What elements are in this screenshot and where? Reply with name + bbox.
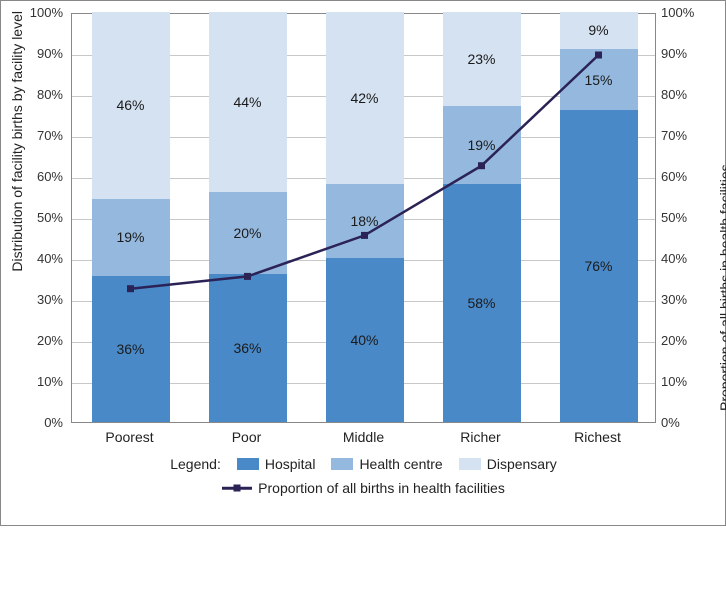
- bar-group: 40%18%42%: [326, 12, 404, 422]
- bar-segment: 19%: [443, 106, 521, 184]
- xtick-label: Richer: [442, 429, 520, 445]
- bar-segment: 58%: [443, 184, 521, 422]
- legend-item-dispensary: Dispensary: [459, 456, 557, 472]
- bar-segment: 46%: [92, 12, 170, 199]
- legend-item-health-centre: Health centre: [331, 456, 442, 472]
- bar-group: 36%19%46%: [92, 12, 170, 422]
- legend-label-dispensary: Dispensary: [487, 456, 557, 472]
- ytick-right: 20%: [661, 333, 711, 348]
- bar-segment: 36%: [209, 274, 287, 422]
- legend-row-line: Proportion of all births in health facil…: [71, 480, 656, 496]
- legend-label-hospital: Hospital: [265, 456, 316, 472]
- ytick-left: 50%: [13, 210, 63, 225]
- ytick-left: 0%: [13, 415, 63, 430]
- y-axis-right-label: Proportion of all births in health facil…: [717, 211, 726, 611]
- ytick-left: 30%: [13, 292, 63, 307]
- ytick-left: 70%: [13, 128, 63, 143]
- ytick-right: 40%: [661, 251, 711, 266]
- bar-group: 76%15%9%: [560, 12, 638, 422]
- bar-segment: 44%: [209, 12, 287, 192]
- bar-segment: 40%: [326, 258, 404, 422]
- ytick-left: 60%: [13, 169, 63, 184]
- ytick-left: 20%: [13, 333, 63, 348]
- ytick-left: 40%: [13, 251, 63, 266]
- legend-label-health-centre: Health centre: [359, 456, 442, 472]
- ytick-right: 70%: [661, 128, 711, 143]
- bar-segment: 18%: [326, 184, 404, 258]
- ytick-right: 10%: [661, 374, 711, 389]
- legend-title: Legend:: [170, 456, 221, 472]
- ytick-right: 60%: [661, 169, 711, 184]
- bar-segment: 36%: [92, 276, 170, 422]
- legend-item-hospital: Hospital: [237, 456, 316, 472]
- swatch-dispensary: [459, 458, 481, 470]
- swatch-health-centre: [331, 458, 353, 470]
- ytick-right: 30%: [661, 292, 711, 307]
- xtick-label: Poorest: [91, 429, 169, 445]
- xtick-label: Richest: [559, 429, 637, 445]
- ytick-left: 10%: [13, 374, 63, 389]
- ytick-left: 80%: [13, 87, 63, 102]
- ytick-right: 0%: [661, 415, 711, 430]
- bar-group: 58%19%23%: [443, 12, 521, 422]
- swatch-hospital: [237, 458, 259, 470]
- chart-legend: Legend: Hospital Health centre Dispensar…: [71, 456, 656, 504]
- bar-segment: 19%: [92, 199, 170, 276]
- ytick-right: 90%: [661, 46, 711, 61]
- bar-segment: 20%: [209, 192, 287, 274]
- line-swatch: [222, 482, 252, 494]
- ytick-right: 50%: [661, 210, 711, 225]
- bar-segment: 42%: [326, 12, 404, 184]
- plot-area: 36%19%46%36%20%44%40%18%42%58%19%23%76%1…: [71, 13, 656, 423]
- legend-item-line: Proportion of all births in health facil…: [222, 480, 505, 496]
- ytick-right: 80%: [661, 87, 711, 102]
- ytick-right: 100%: [661, 5, 711, 20]
- xtick-label: Poor: [208, 429, 286, 445]
- legend-row-series: Legend: Hospital Health centre Dispensar…: [71, 456, 656, 472]
- bar-segment: 15%: [560, 49, 638, 111]
- ytick-left: 90%: [13, 46, 63, 61]
- ytick-left: 100%: [13, 5, 63, 20]
- legend-label-line: Proportion of all births in health facil…: [258, 480, 505, 496]
- xtick-label: Middle: [325, 429, 403, 445]
- bar-group: 36%20%44%: [209, 12, 287, 422]
- bar-segment: 9%: [560, 12, 638, 49]
- chart-container: 36%19%46%36%20%44%40%18%42%58%19%23%76%1…: [0, 0, 726, 526]
- bar-segment: 23%: [443, 12, 521, 106]
- bar-segment: 76%: [560, 110, 638, 422]
